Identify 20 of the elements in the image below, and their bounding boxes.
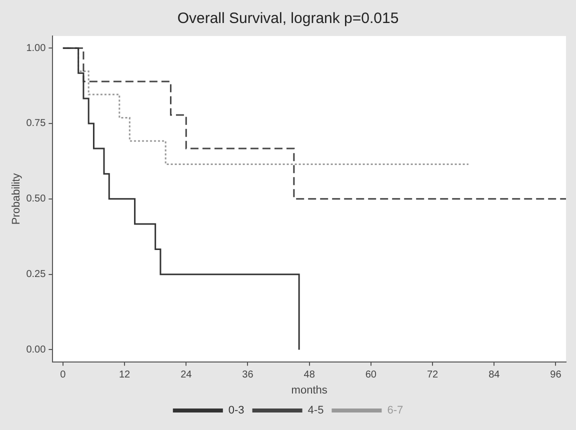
x-tick-label: 84: [488, 370, 500, 381]
chart-title: Overall Survival, logrank p=0.015: [177, 10, 399, 28]
legend-label: 0-3: [228, 404, 244, 417]
x-tick-label: 60: [365, 370, 377, 381]
x-tick-label: 12: [118, 370, 131, 381]
x-tick-label: 96: [550, 370, 562, 381]
x-tick-label: 72: [426, 370, 439, 381]
x-tick-label: 48: [304, 370, 316, 381]
y-tick-label: 0.50: [26, 194, 46, 205]
y-axis-title: Probability: [10, 172, 23, 225]
legend-label: 4-5: [308, 404, 324, 417]
y-tick-label: 0.00: [26, 344, 46, 356]
x-tick-label: 36: [242, 370, 254, 381]
x-tick-label: 24: [180, 370, 192, 381]
x-axis-title: months: [291, 384, 328, 396]
y-tick-label: 0.75: [26, 118, 46, 130]
legend-label: 6-7: [387, 404, 404, 417]
y-tick-label: 1.00: [26, 42, 46, 54]
x-tick-label: 0: [60, 370, 66, 381]
y-tick-label: 0.25: [26, 269, 46, 280]
